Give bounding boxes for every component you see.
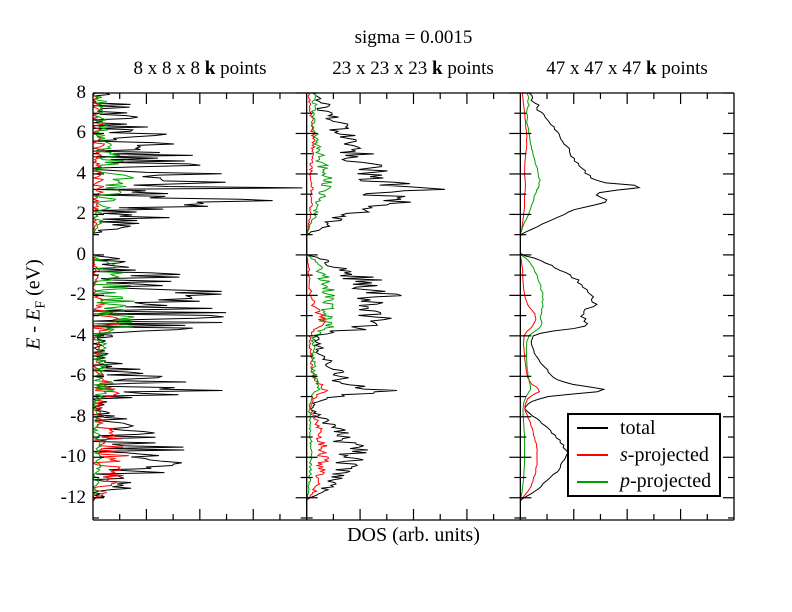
- dos-curve-s-projected-panel2: [306, 93, 330, 520]
- legend-label-p-projected: p-projected: [620, 469, 711, 494]
- legend-label-total: total: [620, 416, 656, 441]
- dos-curve-s-projected-panel3: [520, 93, 541, 518]
- panel-title-k: k: [645, 58, 657, 79]
- legend-label-text: -projected: [630, 470, 712, 493]
- legend-label-text: total: [620, 416, 656, 439]
- panel-title-text: 47 x 47 x 47: [546, 58, 646, 79]
- panel-title-text: points: [656, 58, 708, 79]
- y-tick-label: 4: [76, 162, 87, 184]
- panel-title-8x8x8: 8 x 8 x 8 k points: [93, 58, 307, 80]
- legend-line-p-projected: [577, 480, 608, 483]
- legend-line-total: [577, 427, 608, 430]
- panel-title-k: k: [431, 58, 443, 79]
- panel-title-k: k: [204, 58, 216, 79]
- y-tick-label: -6: [70, 365, 86, 387]
- y-tick-label: -12: [60, 486, 86, 508]
- dos-curve-s-projected-panel1: [93, 93, 129, 520]
- panel-title-47x47x47: 47 x 47 x 47 k points: [520, 58, 734, 80]
- dos-curve-p-projected-panel2: [306, 93, 336, 520]
- y-tick-label: 2: [76, 203, 87, 225]
- panel-title-text: 23 x 23 x 23: [332, 58, 432, 79]
- dos-curve-total-panel2: [306, 93, 445, 520]
- y-tick-label: 6: [76, 122, 87, 144]
- figure-title: sigma = 0.0015: [354, 27, 473, 48]
- panel-title-text: 8 x 8 x 8: [133, 58, 205, 79]
- dos-curve-p-projected-panel1: [93, 93, 135, 520]
- y-tick-label: -10: [60, 446, 86, 468]
- legend-label-text: -projected: [627, 443, 709, 466]
- legend-label-italic: p: [620, 470, 630, 493]
- curves-layer: [93, 93, 641, 520]
- legend-label-s-projected: s-projected: [620, 443, 709, 468]
- dos-curve-total-panel3: [520, 93, 641, 518]
- legend-item-s-projected: s-projected: [569, 442, 719, 469]
- legend-line-s-projected: [577, 454, 608, 456]
- y-tick-label: 0: [76, 243, 87, 265]
- legend-label-italic: s: [620, 443, 628, 466]
- panel-title-text: points: [442, 58, 494, 79]
- panel-title-23x23x23: 23 x 23 x 23 k points: [306, 58, 520, 80]
- legend-item-p-projected: p-projected: [569, 468, 719, 495]
- y-tick-label: -2: [70, 284, 86, 306]
- axes-layer: [92, 92, 735, 521]
- dos-curve-p-projected-panel3: [520, 93, 544, 518]
- dos-curve-total-panel1: [93, 93, 303, 520]
- y-tick-label: -4: [70, 324, 86, 346]
- y-tick-label: 8: [76, 82, 87, 103]
- legend-item-total: total: [569, 415, 719, 442]
- legend: total s-projected p-projected: [567, 413, 721, 497]
- panel-title-text: points: [215, 58, 267, 79]
- y-tick-label: -8: [70, 405, 86, 427]
- x-axis-label: DOS (arb. units): [347, 524, 480, 546]
